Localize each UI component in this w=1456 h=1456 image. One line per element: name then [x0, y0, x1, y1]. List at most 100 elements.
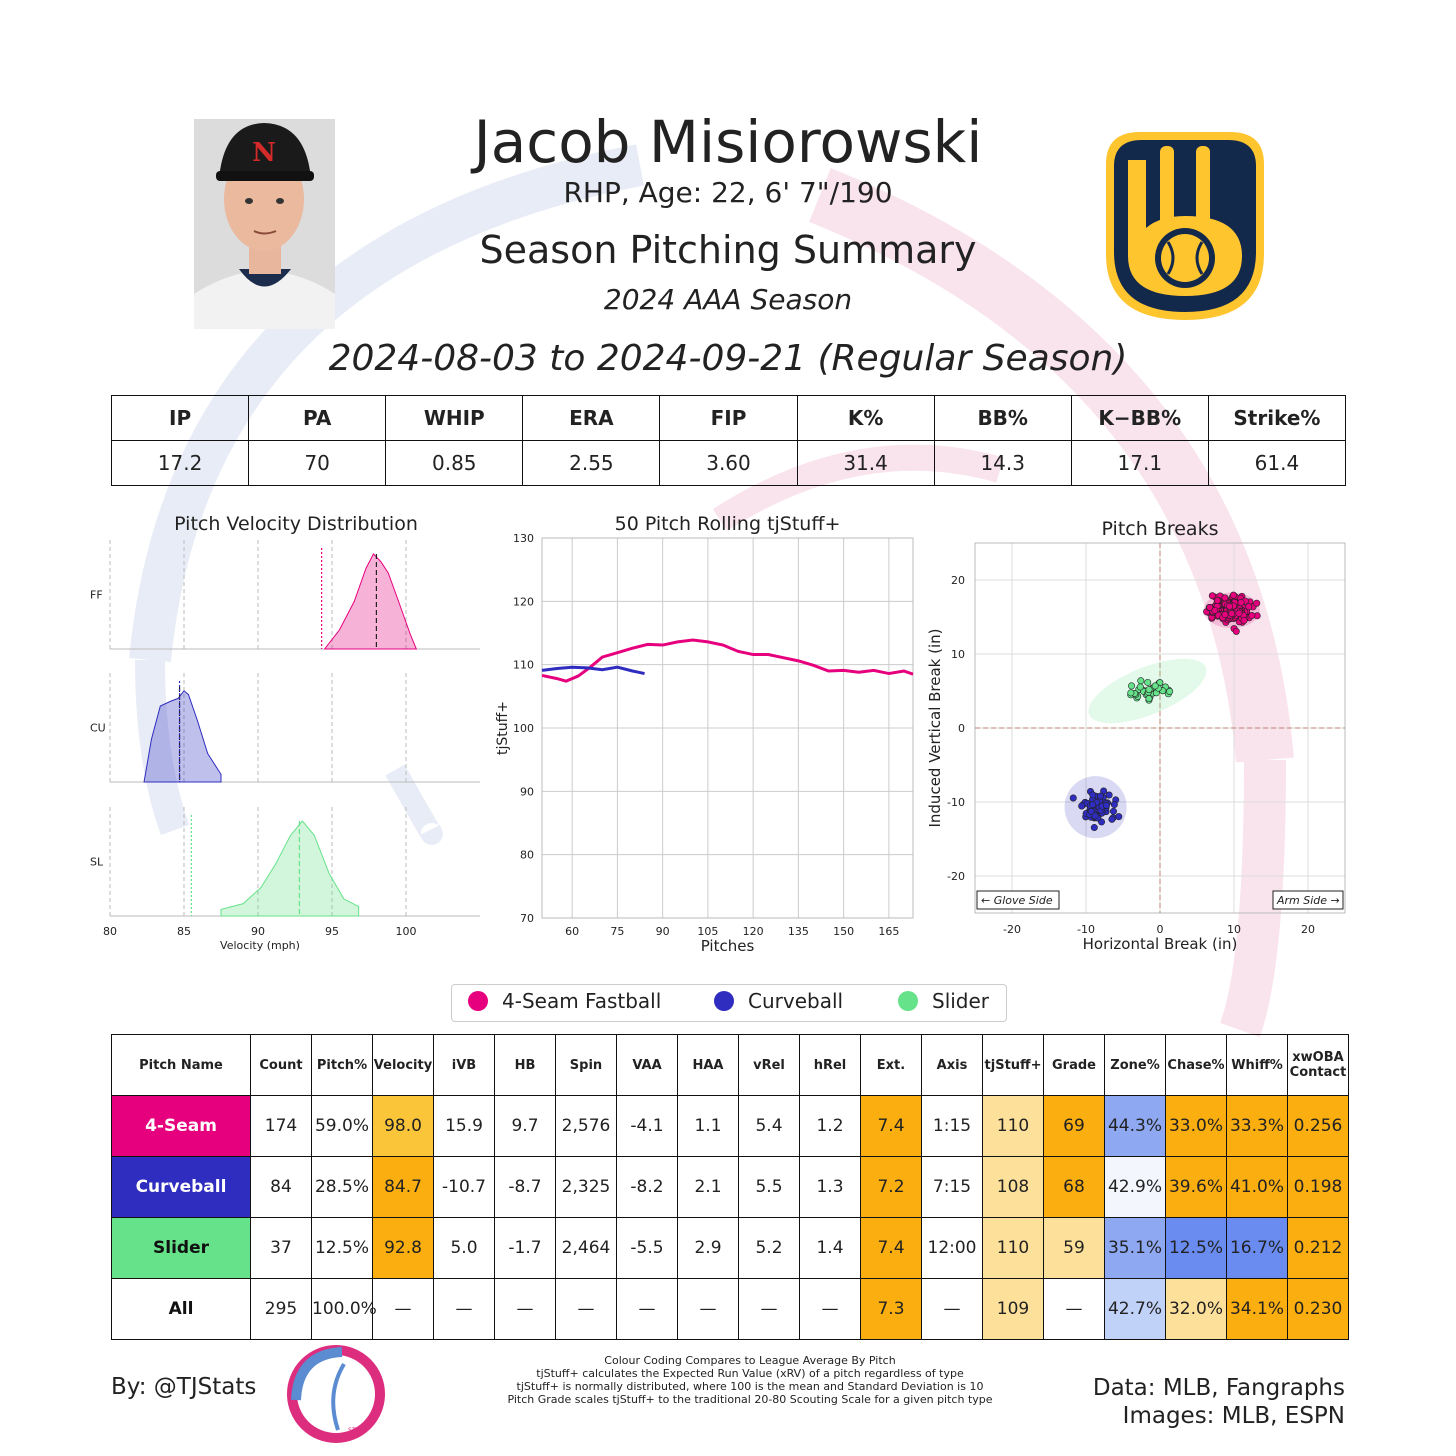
- season-label: 2024 AAA Season: [603, 283, 853, 316]
- rolling-ytick: 70: [520, 912, 534, 925]
- velocity-density-sl: [220, 820, 360, 917]
- velocity-distribution-chart: FF CU SL 80 85 90 95 100 Velocity (mph): [90, 540, 480, 952]
- bg-swoosh-blue: [129, 144, 644, 663]
- pitch-table-header: vRel: [738, 1034, 800, 1096]
- breaks-point: [1228, 610, 1236, 618]
- rolling-ytick: 80: [520, 849, 534, 862]
- pitch-table-cell: 1.2: [799, 1095, 861, 1157]
- footer-note: tjStuff+ calculates the Expected Run Val…: [536, 1367, 964, 1380]
- cap-brim: [216, 171, 314, 181]
- pitch-table-header: Ext.: [860, 1034, 922, 1096]
- breaks-point: [1127, 689, 1135, 697]
- pitch-breaks-chart: -20 -10 0 10 20 -20 -10 0 10 20 ← Glove Side Arm Si…: [926, 542, 1346, 953]
- glove-side-label: ← Glove Side: [981, 894, 1053, 907]
- pitch-table-cell: 34.1%: [1226, 1278, 1288, 1340]
- breaks-ylabel: Induced Vertical Break (in): [926, 628, 944, 827]
- breaks-point: [1232, 627, 1240, 635]
- breaks-point: [1221, 611, 1229, 619]
- breaks-point: [1069, 794, 1077, 802]
- pitch-table-header: VAA: [616, 1034, 678, 1096]
- pitch-table-cell: 7:15: [921, 1156, 983, 1218]
- stat-header-era: ERA: [522, 395, 661, 441]
- footer-note: Colour Coding Compares to League Average…: [604, 1354, 896, 1367]
- breaks-point: [1166, 687, 1174, 695]
- pitch-table-cell: —: [494, 1278, 556, 1340]
- breaks-point: [1248, 612, 1256, 620]
- pitch-table-row: Curveball 84 28.5% 84.7 -10.7 -8.7 2,325 -8.2 2.…: [111, 1156, 1349, 1218]
- rolling-ytick: 110: [513, 659, 534, 672]
- breaks-point: [1145, 695, 1153, 703]
- velocity-row-label: FF: [90, 589, 103, 602]
- pitch-table-cell: —: [799, 1278, 861, 1340]
- pitch-table-cell: 7.3: [860, 1278, 922, 1340]
- stat-value-bb-pct: 14.3: [933, 440, 1072, 486]
- stat-value-strike-pct: 61.4: [1207, 440, 1347, 486]
- pitch-table-cell: —: [433, 1278, 495, 1340]
- pitch-table-cell: 0.256: [1287, 1095, 1349, 1157]
- pitch-table-row: All 295 100.0% — — — — — — — —7.3—109—42.7% 32.0% 34…: [111, 1278, 1349, 1340]
- pitch-table-cell: -8.2: [616, 1156, 678, 1218]
- breaks-point: [1145, 686, 1153, 694]
- mouth: [253, 230, 277, 235]
- rolling-xtick: 75: [610, 925, 624, 938]
- pitch-table-header: Pitch%: [311, 1034, 373, 1096]
- logo-m-left: [1160, 146, 1174, 226]
- pitch-table-cell: 44.3%: [1104, 1095, 1166, 1157]
- pitch-table-cell: 16.7%: [1226, 1217, 1288, 1279]
- stat-value-fip: 3.60: [659, 440, 798, 486]
- logo-m-right: [1196, 146, 1210, 226]
- velocity-row-label: SL: [90, 856, 104, 869]
- logo-text: STATS: [348, 1427, 366, 1434]
- pitch-table-cell: -5.5: [616, 1217, 678, 1279]
- pitch-table-cell: 68: [1043, 1156, 1105, 1218]
- pitch-table-cell: 33.3%: [1226, 1095, 1288, 1157]
- footer-note: tjStuff+ is normally distributed, where …: [516, 1380, 984, 1393]
- velocity-density-ff: [323, 553, 418, 650]
- pitch-table-cell: 2,325: [555, 1156, 617, 1218]
- pitch-table-cell: 5.5: [738, 1156, 800, 1218]
- footer-sources: Data: MLB, Fangraphs Images: MLB, ESPN: [1093, 1374, 1345, 1430]
- rolling-xtick: 150: [833, 925, 854, 938]
- rolling-ytick: 90: [520, 785, 534, 798]
- pitch-table-cell: 110: [982, 1095, 1044, 1157]
- breaks-point: [1108, 815, 1116, 823]
- legend-item-ff: 4-Seam Fastball: [468, 989, 661, 1013]
- pitch-table-cell: 84.7: [372, 1156, 434, 1218]
- pitch-table-cell: 59.0%: [311, 1095, 373, 1157]
- breaks-point: [1110, 801, 1118, 809]
- breaks-point: [1235, 609, 1243, 617]
- season-stats-value-row: 17.2 70 0.85 2.55 3.60 31.4 14.3 17.1 61…: [110, 440, 1347, 486]
- arm-side-box: [1272, 890, 1344, 910]
- pitch-table-cell: 1.4: [799, 1217, 861, 1279]
- breaks-point: [1100, 787, 1108, 795]
- pitch-table-header: Whiff%: [1226, 1034, 1288, 1096]
- breaks-point: [1102, 801, 1110, 809]
- pitch-table-cell: 69: [1043, 1095, 1105, 1157]
- breaks-ytick: 10: [951, 648, 965, 661]
- pitch-table-header: tjStuff+: [982, 1034, 1044, 1096]
- breaks-point: [1253, 599, 1261, 607]
- pitch-table-cell: 12:00: [921, 1217, 983, 1279]
- pitch-table-cell: 110: [982, 1217, 1044, 1279]
- breaks-point: [1078, 802, 1086, 810]
- legend-dot-cu: [714, 991, 734, 1011]
- velocity-row-label: CU: [90, 722, 106, 735]
- stat-header-fip: FIP: [659, 395, 798, 441]
- logo-seam: [331, 1362, 346, 1431]
- breaks-point: [1096, 792, 1104, 800]
- breaks-xtick: -20: [1003, 923, 1021, 936]
- breaks-point: [1128, 682, 1136, 690]
- pitch-table-header: iVB: [433, 1034, 495, 1096]
- pitch-table-cell: 84: [250, 1156, 312, 1218]
- pitch-table-cell: 0.230: [1287, 1278, 1349, 1340]
- rolling-ytick: 100: [513, 722, 534, 735]
- breaks-xtick: 20: [1301, 923, 1315, 936]
- pitch-table-cell: 7.2: [860, 1156, 922, 1218]
- breaks-point: [1089, 791, 1097, 799]
- rolling-xtick: 90: [656, 925, 670, 938]
- breaks-xlabel: Horizontal Break (in): [1083, 935, 1238, 953]
- breaks-point: [1245, 603, 1253, 611]
- footer-note: Pitch Grade scales tjStuff+ to the tradi…: [507, 1393, 993, 1406]
- pitch-table-cell: 37: [250, 1217, 312, 1279]
- breaks-point: [1221, 594, 1229, 602]
